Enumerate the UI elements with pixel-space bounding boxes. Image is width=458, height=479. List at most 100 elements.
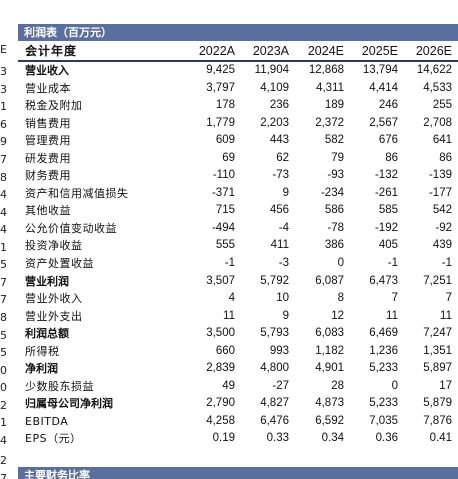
row-label: 税金及附加 — [25, 99, 83, 113]
row-label: 少数股东损益 — [25, 379, 94, 393]
row-value: 2,790 — [206, 397, 235, 410]
clipped-edge-char: 1 — [0, 100, 7, 113]
row-value: 4 — [228, 292, 235, 305]
row-value: 0.41 — [429, 432, 452, 445]
row-value: 69 — [222, 151, 235, 164]
table-row: 营业外支出 11 9 12 11 11 — [18, 308, 458, 326]
table-row: 营业成本 3,797 4,109 4,311 4,414 4,533 — [18, 80, 458, 98]
row-value: -93 — [327, 169, 344, 182]
row-value: -92 — [435, 221, 452, 234]
clipped-edge-char: 4 — [0, 206, 7, 219]
row-value: 439 — [432, 239, 452, 252]
row-value: 178 — [215, 99, 235, 112]
row-label: 研发费用 — [25, 151, 71, 165]
table-row: 资产和信用减值损失 -371 9 -234 -261 -177 — [18, 185, 458, 203]
row-label: 投资净收益 — [25, 239, 83, 253]
row-value: -78 — [327, 221, 344, 234]
row-value: 62 — [276, 151, 289, 164]
row-value: 0.19 — [212, 432, 235, 445]
row-label: EBITDA — [25, 414, 69, 428]
row-label: 净利润 — [25, 362, 58, 376]
row-value: 236 — [269, 99, 289, 112]
row-value: 2,839 — [206, 362, 235, 375]
row-value: 11,904 — [254, 64, 289, 76]
row-value: 9 — [282, 309, 289, 322]
row-label: 营业利润 — [25, 274, 69, 288]
row-value: 660 — [215, 344, 235, 357]
row-label: 其他收益 — [25, 204, 71, 218]
row-value: 2,372 — [315, 116, 344, 129]
row-value: 1,779 — [206, 116, 235, 129]
row-value: 4,533 — [423, 81, 452, 94]
header-label: 会计年度 — [25, 44, 78, 58]
row-label: 营业成本 — [25, 81, 71, 95]
table-row: 销售费用 1,779 2,203 2,372 2,567 2,708 — [18, 115, 458, 133]
row-value: 14,622 — [416, 64, 452, 76]
row-value: -177 — [428, 186, 452, 199]
table-row: 利润总额 3,500 5,793 6,083 6,469 7,247 — [18, 325, 458, 343]
table-title-bar: 利润表（百万元） — [18, 24, 458, 41]
clipped-edge-char: 0 — [0, 364, 7, 377]
table-body: 营业收入 9,425 11,904 12,868 13,794 14,622 营业成本 3,7… — [18, 62, 458, 448]
row-value: 86 — [385, 151, 398, 164]
row-value: 715 — [215, 204, 235, 217]
row-value: 0 — [391, 379, 398, 392]
row-value: 5,233 — [369, 362, 398, 375]
row-value: 79 — [331, 151, 344, 164]
row-value: 4,414 — [369, 81, 398, 94]
row-value: 6,476 — [260, 414, 289, 427]
row-value: 12 — [331, 309, 344, 322]
table-row: 净利润 2,839 4,800 4,901 5,233 5,897 — [18, 360, 458, 378]
table-row: 营业收入 9,425 11,904 12,868 13,794 14,622 — [18, 62, 458, 80]
row-value: 189 — [324, 99, 344, 112]
row-value: -371 — [211, 186, 235, 199]
row-label: 归属母公司净利润 — [25, 397, 113, 411]
clipped-edge-char: 2 — [0, 399, 7, 412]
table-row: 管理费用 609 443 582 676 641 — [18, 132, 458, 150]
row-value: 5,792 — [260, 274, 289, 287]
row-value: 4,827 — [260, 397, 289, 410]
row-label: 营业外支出 — [25, 309, 83, 323]
row-value: 6,469 — [369, 327, 398, 340]
next-section-title-bar: 主要财务比率 — [18, 467, 458, 479]
row-value: 86 — [439, 151, 452, 164]
row-value: -132 — [374, 169, 398, 182]
row-value: -1 — [387, 257, 398, 270]
row-value: 7 — [391, 292, 398, 305]
header-year: 2025E — [361, 44, 398, 58]
table-row: 营业外收入 4 10 8 7 7 — [18, 290, 458, 308]
clipped-edge-char: 9 — [0, 135, 7, 148]
row-value: 5,233 — [369, 397, 398, 410]
clipped-edge-char: 1 — [0, 416, 7, 429]
clipped-edge-char: 4 — [0, 223, 7, 236]
row-value: 1,351 — [423, 344, 452, 357]
row-value: 4,800 — [260, 362, 289, 375]
row-value: -261 — [374, 186, 398, 199]
clipped-edge-char: 3 — [0, 65, 7, 78]
row-value: 4,258 — [206, 414, 235, 427]
row-value: -27 — [272, 379, 289, 392]
row-value: 5,793 — [260, 327, 289, 340]
row-value: -73 — [272, 169, 289, 182]
clipped-edge-char: 8 — [0, 171, 7, 184]
next-section-title: 主要财务比率 — [24, 469, 90, 479]
row-value: 405 — [378, 239, 398, 252]
row-value: 0.34 — [321, 432, 344, 445]
row-value: 586 — [324, 204, 344, 217]
row-value: 12,868 — [308, 64, 344, 76]
row-value: 6,087 — [315, 274, 344, 287]
table-row: 公允价值变动收益 -494 -4 -78 -192 -92 — [18, 220, 458, 238]
row-label: 财务费用 — [25, 169, 71, 183]
row-label: 公允价值变动收益 — [25, 221, 117, 235]
row-value: -1 — [441, 257, 452, 270]
row-value: 7,251 — [423, 274, 452, 287]
table-row: 所得税 660 993 1,182 1,236 1,351 — [18, 343, 458, 361]
row-value: -234 — [320, 186, 344, 199]
row-value: 411 — [270, 239, 289, 252]
row-value: 2,203 — [260, 116, 289, 129]
table-row: EPS（元） 0.19 0.33 0.34 0.36 0.41 — [18, 430, 458, 448]
row-value: 11 — [386, 309, 398, 322]
row-value: 255 — [432, 99, 452, 112]
header-year: 2023A — [252, 44, 289, 58]
row-value: 9,425 — [206, 64, 235, 76]
